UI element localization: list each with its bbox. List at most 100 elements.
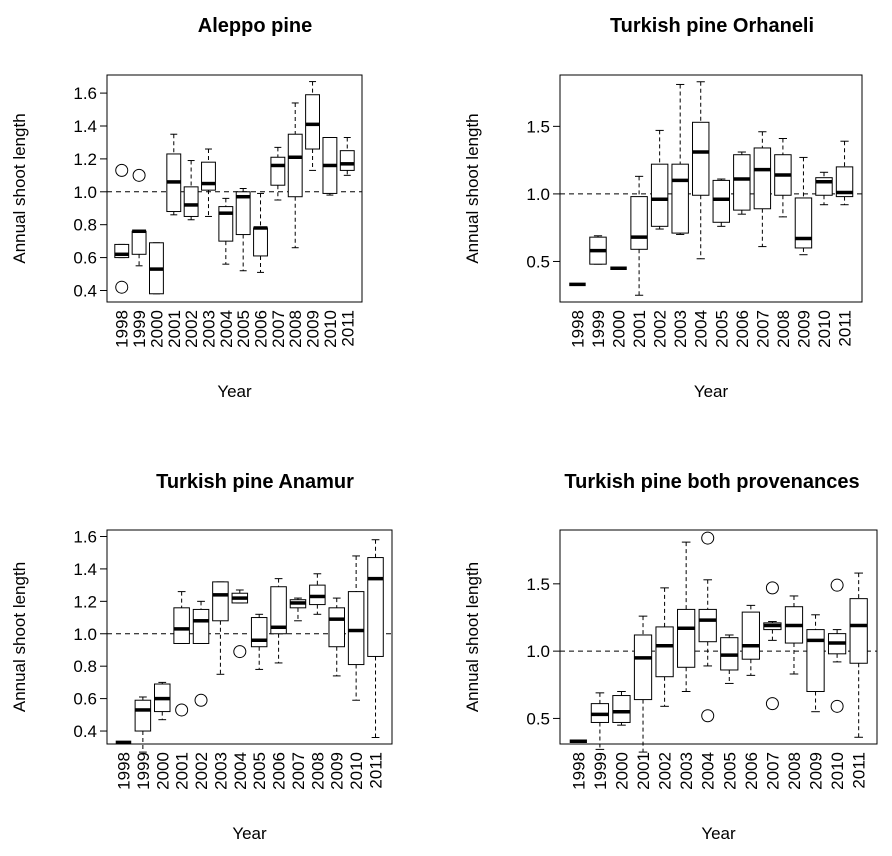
y-tick-label: 0.4 — [73, 722, 97, 741]
outlier — [701, 709, 715, 723]
y-axis-label: Annual shoot length — [10, 562, 29, 712]
x-tick-label: 2011 — [850, 752, 869, 789]
plot-frame — [559, 529, 878, 745]
chart-title: Turkish pine Orhaneli — [610, 15, 814, 37]
outlier — [175, 703, 189, 717]
x-tick-label: 2011 — [836, 310, 855, 347]
x-tick-label: 2010 — [815, 310, 834, 348]
y-tick-label: 0.4 — [73, 281, 97, 300]
box — [612, 695, 631, 723]
x-tick-label: 2001 — [165, 310, 184, 348]
x-tick-label: 2000 — [612, 752, 631, 790]
x-tick-label: 1999 — [134, 752, 153, 790]
x-tick-label: 2003 — [677, 752, 696, 790]
x-tick-label: 2007 — [763, 752, 782, 790]
box — [733, 154, 751, 211]
y-tick-label: 0.8 — [73, 216, 97, 235]
x-tick-label: 1998 — [568, 310, 587, 348]
x-tick-label: 2002 — [651, 310, 670, 348]
outlier — [115, 163, 129, 177]
outlier — [765, 697, 779, 711]
x-tick-label: 2009 — [328, 752, 347, 790]
y-tick-label: 0.8 — [73, 657, 97, 676]
x-tick-label: 2011 — [338, 310, 357, 347]
box — [131, 230, 147, 255]
x-tick-label: 2008 — [785, 752, 804, 790]
x-tick-label: 2002 — [192, 752, 211, 790]
y-tick-label: 1.4 — [73, 560, 97, 579]
box — [835, 166, 854, 198]
box — [339, 150, 355, 171]
x-tick-label: 1999 — [589, 310, 608, 348]
box — [630, 196, 648, 250]
box — [183, 186, 199, 217]
box — [235, 191, 251, 236]
y-tick-label: 1.6 — [73, 527, 97, 546]
box — [655, 626, 674, 678]
x-tick-label: 2000 — [147, 310, 166, 348]
box — [270, 156, 286, 186]
outlier — [233, 645, 247, 659]
x-tick-label: 1998 — [569, 752, 588, 790]
y-tick-label: 1.5 — [526, 117, 550, 136]
y-axis-label: Annual shoot length — [463, 113, 482, 263]
outlier — [830, 578, 844, 592]
x-tick-label: 2001 — [634, 752, 653, 790]
box — [712, 179, 730, 223]
x-tick-label: 1998 — [114, 752, 133, 790]
box — [753, 147, 772, 210]
box — [794, 197, 813, 249]
y-axis-label: Annual shoot length — [463, 562, 482, 712]
y-tick-label: 1.4 — [73, 117, 97, 136]
box — [250, 617, 268, 648]
panel: Aleppo pine19981999200020012002200320042… — [10, 15, 363, 401]
x-tick-label: 2003 — [199, 310, 218, 348]
y-tick-label: 1.2 — [73, 592, 97, 611]
x-axis-label: Year — [232, 824, 267, 843]
x-tick-label: 2011 — [367, 752, 386, 789]
x-tick-label: 2004 — [217, 310, 236, 348]
x-tick-label: 2010 — [321, 310, 340, 348]
outlier — [115, 280, 129, 294]
y-tick-label: 0.5 — [526, 709, 550, 728]
box — [692, 121, 710, 196]
x-tick-label: 2002 — [656, 752, 675, 790]
box — [671, 163, 689, 234]
x-tick-label: 2006 — [252, 310, 271, 348]
box — [806, 629, 825, 693]
y-tick-label: 1.0 — [526, 642, 550, 661]
x-tick-label: 2003 — [211, 752, 230, 790]
box — [849, 598, 868, 664]
plot-frame — [106, 529, 393, 745]
plot-frame — [106, 74, 363, 303]
y-tick-label: 0.6 — [73, 249, 97, 268]
outlier — [132, 168, 146, 182]
x-tick-label: 2009 — [304, 310, 323, 348]
x-tick-label: 1999 — [591, 752, 610, 790]
x-tick-label: 2006 — [270, 752, 289, 790]
box — [212, 581, 229, 622]
x-tick-label: 2006 — [742, 752, 761, 790]
x-tick-label: 2007 — [753, 310, 772, 348]
x-tick-label: 2008 — [308, 752, 327, 790]
x-tick-label: 1998 — [113, 310, 132, 348]
x-tick-label: 2009 — [807, 752, 826, 790]
y-tick-label: 0.5 — [526, 252, 550, 271]
x-tick-label: 2005 — [250, 752, 269, 790]
y-tick-label: 1.0 — [526, 185, 550, 204]
x-tick-label: 2002 — [182, 310, 201, 348]
box — [201, 161, 216, 191]
x-tick-label: 2005 — [234, 310, 253, 348]
box — [192, 608, 210, 644]
x-tick-label: 2004 — [692, 310, 711, 348]
box — [741, 611, 760, 660]
x-axis-label: Year — [694, 382, 729, 401]
x-axis-label: Year — [217, 382, 252, 401]
y-tick-label: 1.2 — [73, 150, 97, 169]
x-tick-label: 2004 — [231, 752, 250, 790]
x-tick-label: 2008 — [286, 310, 305, 348]
x-tick-label: 2007 — [289, 752, 308, 790]
